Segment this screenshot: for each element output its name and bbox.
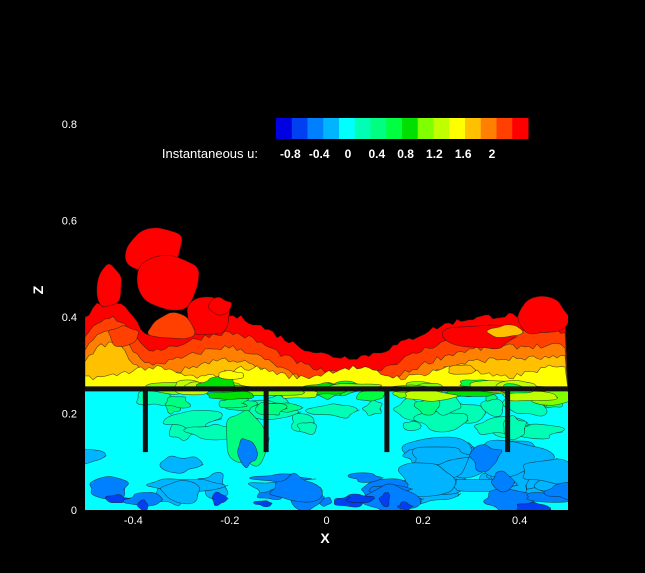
y-tick-label: 0.4 <box>62 312 77 324</box>
colorbar-swatch <box>512 118 529 139</box>
y-tick-label: 0.6 <box>62 216 77 228</box>
colorbar-swatch <box>417 118 434 139</box>
contour-region <box>137 499 149 510</box>
contour-region <box>136 254 200 311</box>
contour-region <box>108 325 139 347</box>
contour-region <box>147 312 196 340</box>
canopy-stem <box>142 389 148 453</box>
contour-region <box>347 472 384 483</box>
contour-region <box>517 295 568 335</box>
contour-region <box>486 324 524 338</box>
colorbar-swatch <box>386 118 403 139</box>
canopy-structure <box>85 386 568 453</box>
colorbar-swatch <box>465 118 482 139</box>
contour-region <box>522 458 568 485</box>
contour-region <box>398 462 457 497</box>
contour-region <box>207 296 233 316</box>
y-axis: 0 0.2 0.4 0.6 0.8 <box>62 119 77 517</box>
y-tick-label: 0.2 <box>62 409 77 421</box>
colorbar-swatch <box>370 118 387 139</box>
contour-region <box>305 403 360 419</box>
upper-flow-field <box>85 227 568 387</box>
contour-region <box>480 398 504 417</box>
contour-region <box>362 399 383 416</box>
contour-region <box>296 422 317 435</box>
colorbar <box>276 118 529 139</box>
contour-region <box>85 449 107 465</box>
x-axis: -0.4 -0.2 0 0.2 0.4 <box>124 515 528 527</box>
contour-region <box>516 501 552 510</box>
colorbar-swatch <box>449 118 466 139</box>
x-tick-label: -0.2 <box>220 515 239 527</box>
contour-region <box>237 438 258 469</box>
colorbar-labels: -0.8 -0.4 0 0.4 0.8 1.2 1.6 2 <box>280 147 496 161</box>
y-axis-title: Z <box>30 285 46 294</box>
contour-region <box>402 420 422 431</box>
colorbar-tick-label: 0 <box>345 147 352 161</box>
colorbar-tick-label: -0.8 <box>280 147 301 161</box>
y-tick-label: 0 <box>71 505 77 517</box>
contour-region <box>412 446 477 466</box>
colorbar-swatch <box>433 118 450 139</box>
colorbar-tick-label: 0.4 <box>368 147 385 161</box>
contour-region <box>502 390 559 402</box>
x-tick-label: 0 <box>323 515 329 527</box>
contour-region <box>543 482 568 501</box>
colorbar-swatch <box>323 118 340 139</box>
colorbar-tick-label: 0.8 <box>397 147 414 161</box>
colorbar-tick-label: -0.4 <box>309 147 330 161</box>
contour-region <box>105 494 131 504</box>
contour-region <box>226 409 270 467</box>
contour-region <box>159 455 204 474</box>
contour-region <box>469 444 503 473</box>
contour-region <box>218 370 245 380</box>
contour-region <box>491 470 516 493</box>
color-legend: Instantaneous u: -0.8 -0.4 0 0.4 0.8 1.2 1.6 2 <box>162 118 529 161</box>
canopy-stem <box>384 389 390 453</box>
colorbar-title: Instantaneous u: <box>162 146 258 161</box>
contour-region <box>253 500 273 508</box>
colorbar-swatch <box>339 118 356 139</box>
colorbar-swatch <box>291 118 308 139</box>
colorbar-swatch <box>307 118 324 139</box>
colorbar-tick-label: 2 <box>489 147 496 161</box>
velocity-field <box>85 227 568 510</box>
contour-region <box>413 410 469 433</box>
x-axis-title: X <box>320 530 330 546</box>
x-tick-label: 0.4 <box>512 515 527 527</box>
contour-region <box>206 390 255 400</box>
colorbar-tick-label: 1.6 <box>455 147 472 161</box>
canopy-top-plate <box>85 386 568 392</box>
colorbar-swatch <box>276 118 293 139</box>
x-tick-label: -0.4 <box>124 515 143 527</box>
contour-region <box>345 493 375 504</box>
canopy-stem <box>263 389 269 453</box>
x-tick-label: 0.2 <box>415 515 430 527</box>
contour-region <box>378 492 390 508</box>
contour-region <box>255 401 288 416</box>
contour-region <box>397 501 414 510</box>
canopy-stem <box>505 389 511 453</box>
colorbar-swatch <box>496 118 513 139</box>
colorbar-swatch <box>402 118 419 139</box>
colorbar-swatch <box>354 118 371 139</box>
colorbar-swatch <box>480 118 497 139</box>
contour-region <box>448 364 477 375</box>
contour-region <box>269 472 323 503</box>
contour-region <box>164 396 191 409</box>
y-tick-label: 0.8 <box>62 119 77 131</box>
contour-region <box>160 480 201 505</box>
contour-region <box>96 263 122 308</box>
contour-region <box>211 491 229 506</box>
contour-region <box>404 389 461 402</box>
colorbar-tick-label: 1.2 <box>426 147 443 161</box>
